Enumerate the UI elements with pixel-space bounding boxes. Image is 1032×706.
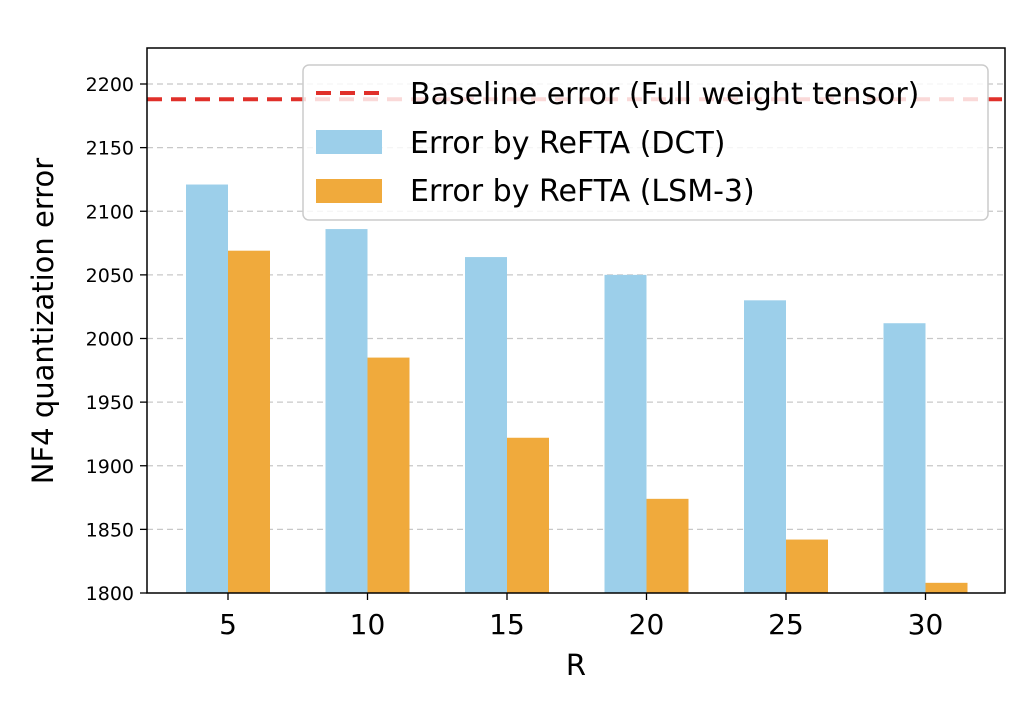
bar-lsm3 [925,582,968,593]
y-tick-label: 2100 [86,201,134,223]
legend-box [302,64,989,221]
legend-label-dct: Error by ReFTA (DCT) [410,126,726,161]
legend-lsm3-swatch [316,179,382,203]
y-tick-label: 1900 [86,456,134,478]
bar-lsm3 [646,498,689,593]
y-tick-label: 2200 [86,74,134,96]
bar-dct [883,323,926,593]
bar-dct [186,184,228,593]
bar-lsm3 [786,539,828,593]
y-tick-label: 1850 [86,519,134,541]
x-tick-label: 5 [219,608,237,641]
x-tick-label: 20 [629,608,665,641]
legend: Baseline error (Full weight tensor) Erro… [302,64,989,221]
bar-dct [465,257,507,593]
y-axis: 1800 1850 1900 1950 2000 2050 2100 2150 2200 [86,74,147,605]
x-tick-label: 10 [350,608,386,641]
x-tick-label: 25 [768,608,804,641]
y-tick-label: 2050 [86,265,134,287]
bar-dct [604,274,647,593]
plot-frame [146,47,1006,594]
y-tick-label: 1800 [86,583,134,605]
x-tick-label: 30 [908,608,944,641]
y-axis-title: NF4 quantization error [26,158,60,484]
bar-lsm3 [228,250,270,593]
bar-lsm3 [507,437,549,593]
bar-dct [744,300,786,593]
x-tick-label: 15 [489,608,525,641]
bar-dct [325,229,368,593]
x-axis-title: R [566,648,586,682]
bar-lsm3 [367,357,410,593]
legend-dct-swatch [316,130,382,154]
legend-label-baseline: Baseline error (Full weight tensor) [410,77,919,112]
x-axis: 5 10 15 20 25 30 [219,593,943,641]
y-tick-label: 1950 [86,392,134,414]
y-tick-label: 2150 [86,138,134,160]
bars-layer [186,184,968,593]
legend-label-lsm3: Error by ReFTA (LSM-3) [410,174,755,209]
y-tick-label: 2000 [86,329,134,351]
